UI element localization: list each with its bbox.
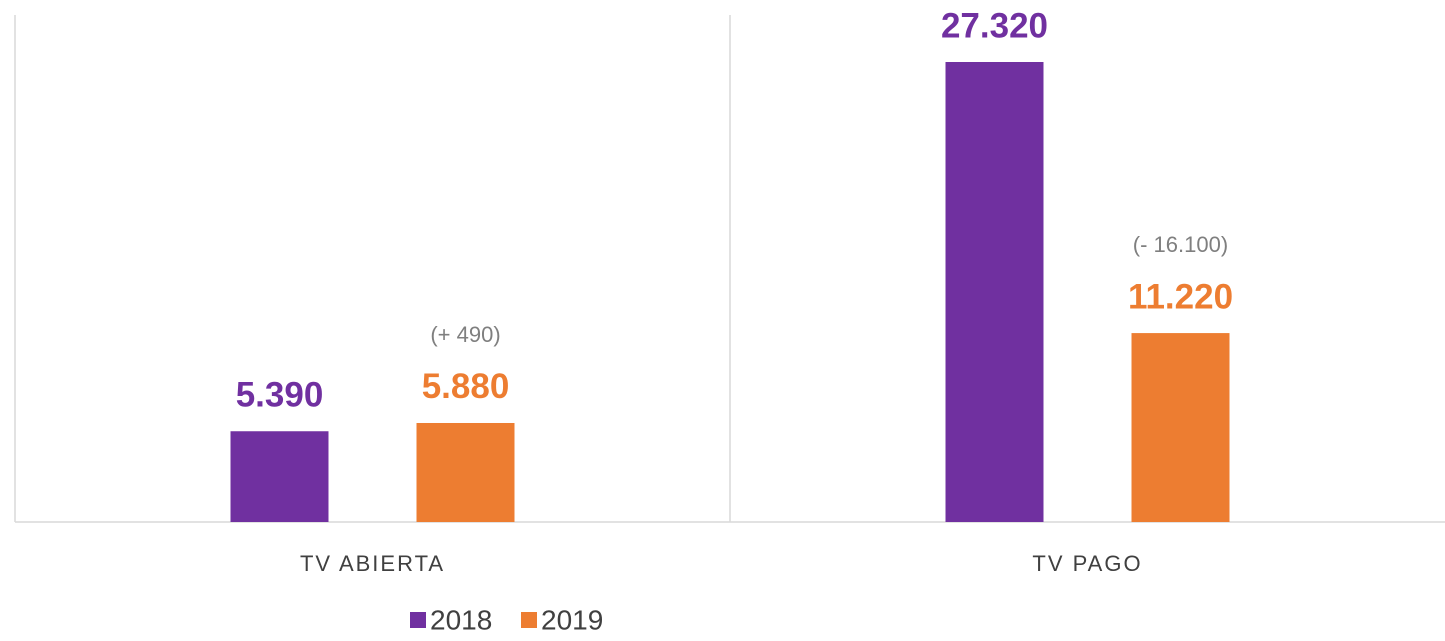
legend-label: 2019 — [541, 604, 603, 635]
legend-label: 2018 — [430, 604, 492, 635]
bar — [230, 431, 329, 522]
legend-swatch — [521, 612, 537, 628]
bar — [1131, 333, 1230, 522]
bar — [945, 62, 1044, 522]
value-label: 5.390 — [236, 375, 324, 414]
legend-swatch — [410, 612, 426, 628]
annotation: (- 16.100) — [1133, 232, 1228, 257]
value-label: 5.880 — [422, 367, 510, 406]
x-tick-label: TV ABIERTA — [300, 551, 445, 576]
value-label: 27.320 — [941, 6, 1048, 45]
x-tick-label: TV PAGO — [1032, 551, 1142, 576]
annotation: (+ 490) — [430, 322, 500, 347]
bar — [416, 422, 515, 522]
value-label: 11.220 — [1128, 277, 1233, 316]
